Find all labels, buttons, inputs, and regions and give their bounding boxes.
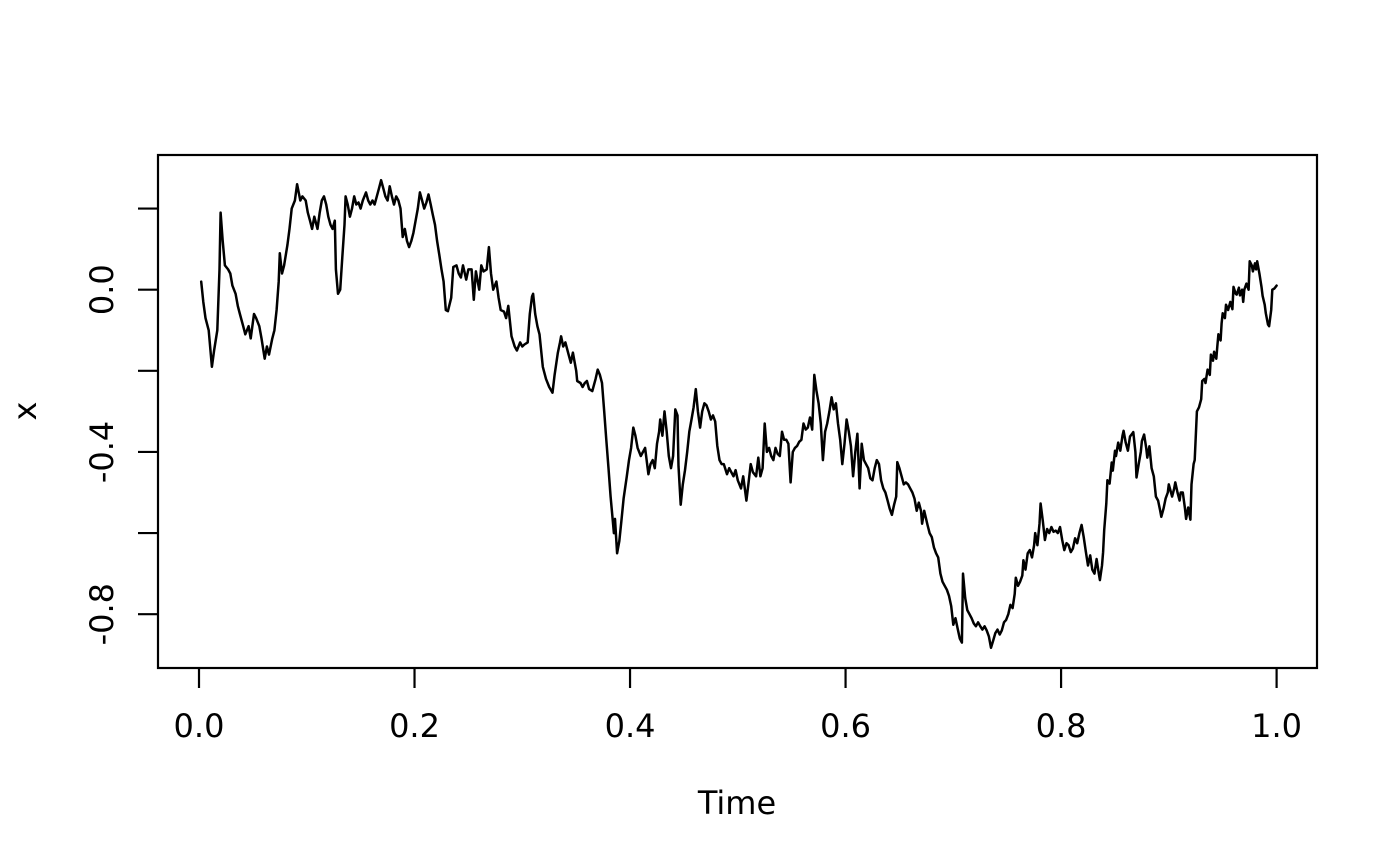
y-tick-label: -0.4 xyxy=(83,421,121,483)
y-axis: 0.0 -0.4 -0.8 xyxy=(83,207,158,645)
series-line xyxy=(199,178,1278,650)
x-tick-label: 1.0 xyxy=(1251,707,1302,745)
x-axis: 0.0 0.2 0.4 0.6 0.8 1.0 xyxy=(174,668,1302,745)
x-tick-label: 0.2 xyxy=(389,707,440,745)
x-tick-label: 0.6 xyxy=(820,707,871,745)
plot-box xyxy=(156,153,1319,670)
y-tick-label: 0.0 xyxy=(83,264,121,315)
x-tick-label: 0.4 xyxy=(605,707,656,745)
y-tick-label: -0.8 xyxy=(83,583,121,645)
x-axis-title: Time xyxy=(697,784,776,822)
x-tick-label: 0.8 xyxy=(1036,707,1087,745)
y-axis-title: x xyxy=(6,402,44,421)
x-tick-label: 0.0 xyxy=(174,707,225,745)
